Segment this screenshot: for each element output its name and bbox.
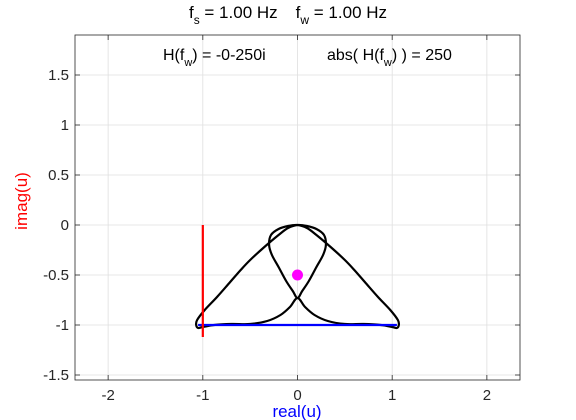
centroid-point <box>292 269 303 281</box>
y-tick-label: 1.5 <box>48 67 69 84</box>
x-ticks: -2 -1 0 1 2 <box>101 35 491 404</box>
y-ticks: -1.5 -1 -0.5 0 0.5 1 1.5 <box>43 67 520 384</box>
x-tick-label: -1 <box>196 387 209 404</box>
y-axis-label: imag(u) <box>12 172 31 230</box>
title-fw-value: = 1.00 Hz <box>309 3 387 22</box>
y-tick-label: 0 <box>61 217 69 234</box>
x-tick-label: -2 <box>101 387 114 404</box>
transfer-value-annotation: H(fw) = -0-250i <box>163 47 266 69</box>
magnitude-annotation: abs( H(fw) ) = 250 <box>327 47 452 69</box>
y-tick-label: -1.5 <box>43 367 69 384</box>
title-fs-subscript: s <box>194 13 200 27</box>
x-tick-label: 2 <box>483 387 491 404</box>
y-tick-label: -1 <box>56 317 69 334</box>
title-fs-symbol: f <box>189 3 194 22</box>
x-tick-label: 0 <box>293 387 301 404</box>
title: fs = 1.00 Hz fw = 1.00 Hz <box>189 3 387 27</box>
y-tick-label: 1 <box>61 117 69 134</box>
y-tick-label: 0.5 <box>48 167 69 184</box>
title-fw-symbol: f <box>296 3 301 22</box>
trajectory-curve <box>194 223 401 330</box>
title-fs-value: = 1.00 Hz <box>200 3 278 22</box>
y-tick-label: -0.5 <box>43 267 69 284</box>
title-fw-subscript: w <box>299 13 309 27</box>
plot-marks <box>194 223 401 337</box>
x-axis-label: real(u) <box>272 402 321 420</box>
x-tick-label: 1 <box>388 387 396 404</box>
